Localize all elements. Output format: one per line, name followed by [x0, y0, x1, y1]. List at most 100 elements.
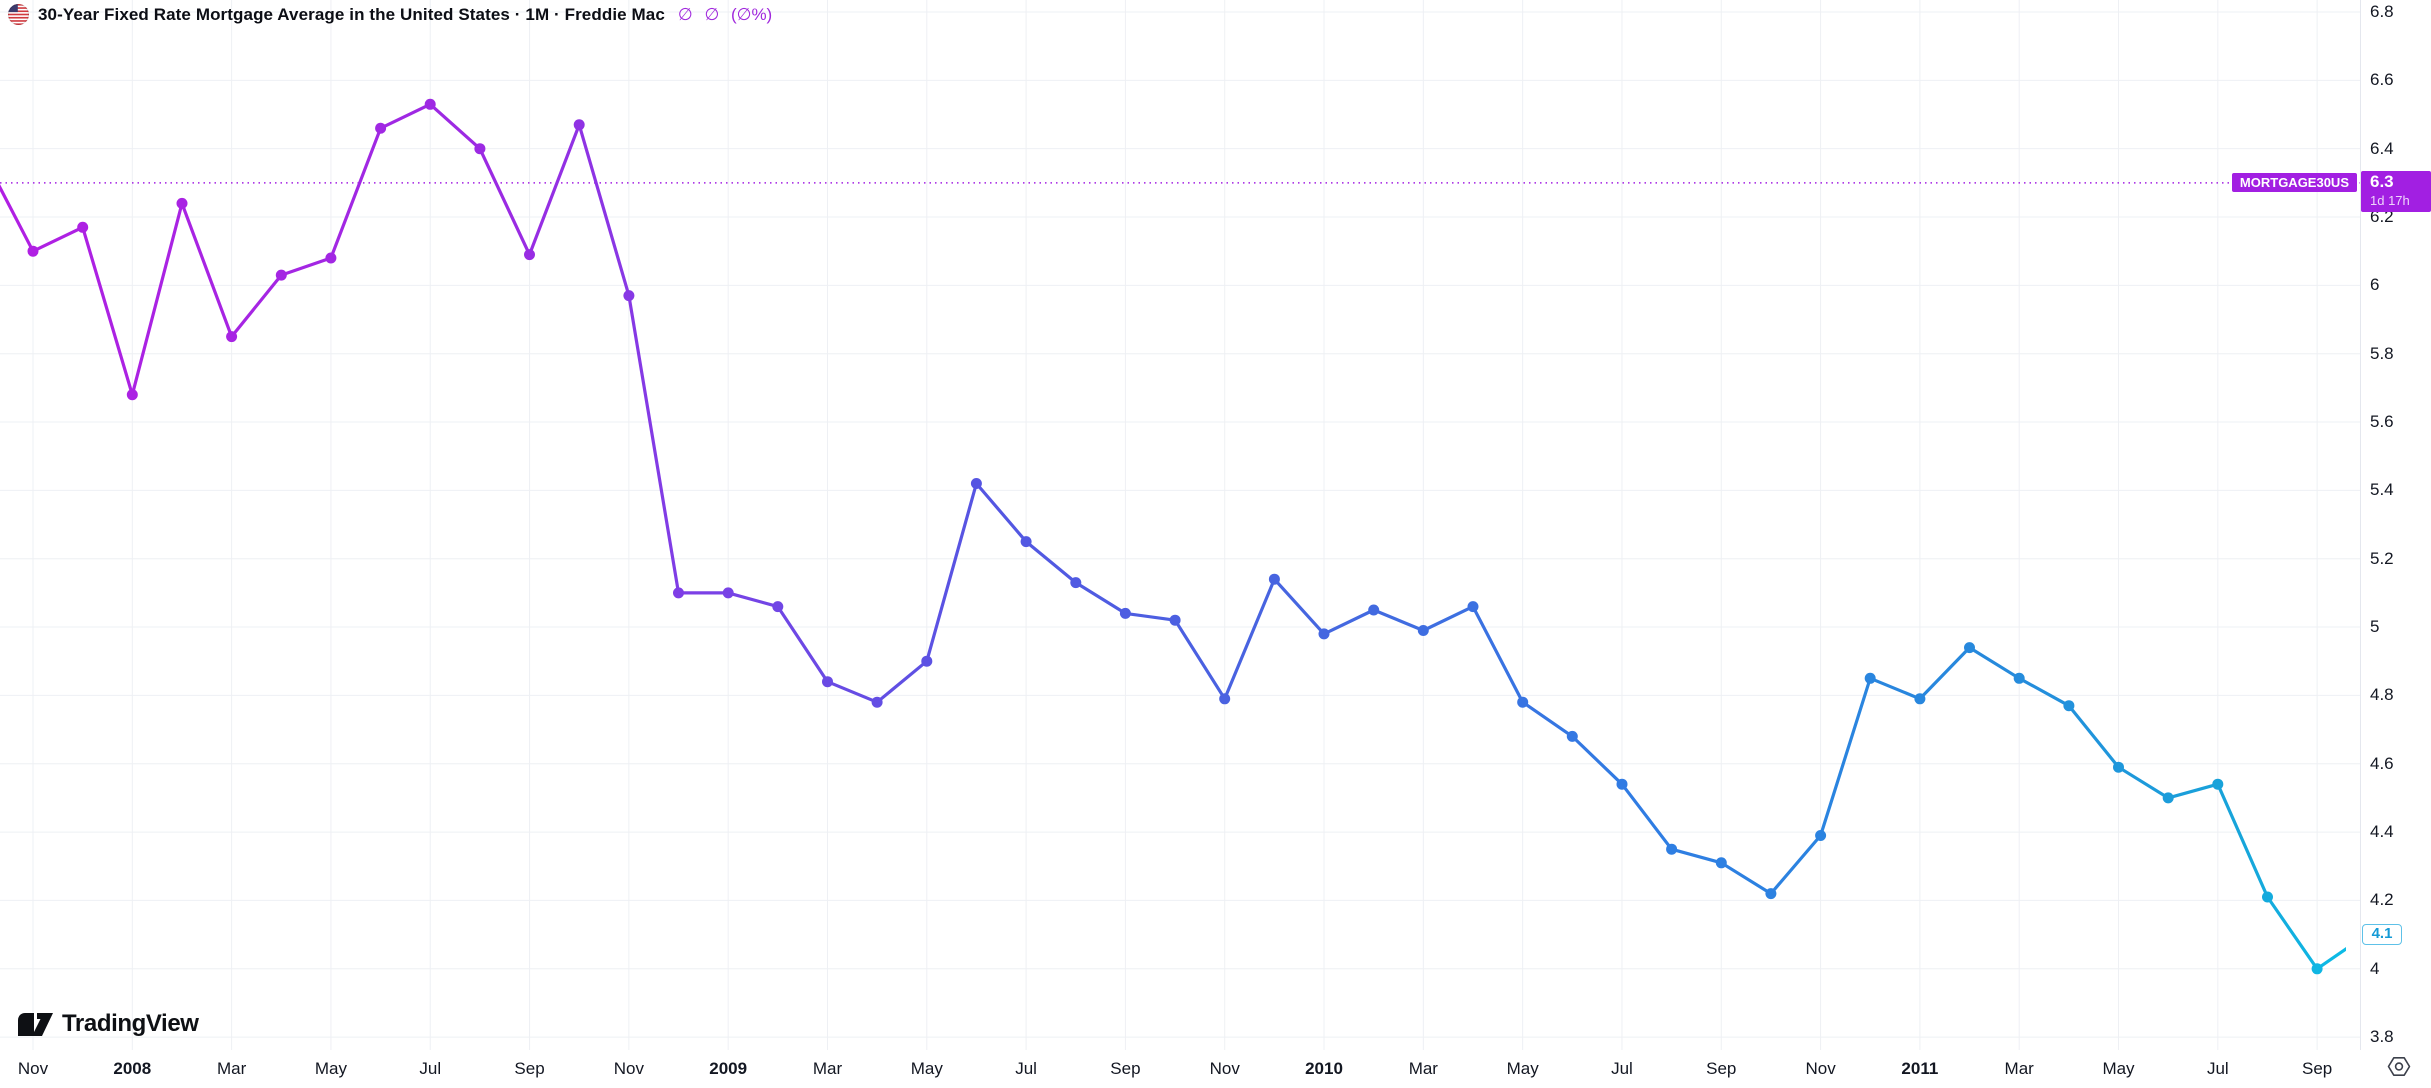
- time-axis-tick: Nov: [1209, 1059, 1240, 1078]
- price-chart: [0, 0, 2360, 1050]
- time-axis-tick: May: [1506, 1059, 1539, 1078]
- time-axis-tick: 2009: [709, 1059, 748, 1078]
- time-axis-tick: Nov: [1805, 1059, 1836, 1078]
- price-axis-tick: 3.8: [2370, 1027, 2394, 1047]
- data-point-dot: [921, 655, 933, 667]
- data-point-dot: [2212, 778, 2224, 790]
- data-point-dot: [424, 98, 436, 110]
- time-axis-tick: Mar: [812, 1059, 843, 1078]
- time-axis-tick: Sep: [1110, 1059, 1141, 1078]
- time-axis-tick: Jul: [1611, 1059, 1633, 1078]
- data-point-dot: [970, 478, 982, 489]
- symbol-title[interactable]: 30-Year Fixed Rate Mortgage Average in t…: [38, 4, 665, 24]
- us-flag-icon: [8, 4, 29, 25]
- data-point-dot: [822, 676, 833, 688]
- chart-legend: 30-Year Fixed Rate Mortgage Average in t…: [8, 4, 772, 25]
- symbol-price-label: MORTGAGE30US: [2231, 173, 2357, 193]
- time-axis-tick: 2010: [1305, 1059, 1343, 1078]
- price-axis-tick: 6.6: [2370, 70, 2394, 90]
- time-axis-tick: Jul: [2206, 1059, 2229, 1078]
- change-values: ∅ ∅ (∅%): [677, 4, 773, 24]
- data-point-dot: [524, 249, 535, 261]
- last-value-label: 4.1: [2362, 923, 2402, 945]
- tradingview-logo-icon: [18, 1012, 53, 1036]
- price-axis-tick: 6.8: [2370, 2, 2394, 21]
- data-point-dot: [1964, 642, 1975, 654]
- time-axis-tick: Mar: [216, 1059, 247, 1078]
- data-point-dot: [226, 331, 238, 343]
- time-axis[interactable]: Nov 2008 Mar May Jul Sep Nov 2009 Mar May Jul Sep No…: [0, 1050, 2360, 1088]
- data-point-dot: [1616, 778, 1628, 790]
- data-point-dot: [325, 252, 337, 264]
- price-axis-tick: 4.6: [2370, 753, 2394, 773]
- data-point-dot: [1765, 888, 1777, 900]
- price-axis-tick: 6: [2370, 275, 2380, 295]
- data-point-dot: [2013, 672, 2025, 684]
- chart-pane[interactable]: [0, 0, 2360, 1050]
- data-point-dot: [673, 587, 684, 599]
- data-point-dot: [1169, 614, 1181, 626]
- data-point-dot: [77, 221, 89, 233]
- time-axis-tick: May: [910, 1059, 943, 1078]
- data-point-dot: [623, 290, 635, 302]
- price-axis-tick: 5.8: [2370, 343, 2394, 363]
- data-point-dot: [275, 269, 287, 281]
- data-point-dot: [2162, 792, 2174, 804]
- data-point-dot: [1864, 672, 1876, 684]
- data-point-dot: [1666, 843, 1678, 855]
- data-point-dot: [871, 696, 883, 708]
- time-axis-tick: Jul: [419, 1059, 442, 1078]
- price-series: [0, 98, 2346, 975]
- data-point-dot: [1020, 536, 1032, 548]
- current-price-value: 6.3: [2370, 171, 2394, 191]
- gridlines: [0, 0, 2360, 1050]
- time-axis-tick: Mar: [1408, 1059, 1438, 1078]
- current-price-badge[interactable]: 6.3 1d 17h: [2361, 170, 2431, 212]
- time-axis-tick: Sep: [514, 1059, 545, 1078]
- data-point-dot: [375, 122, 387, 134]
- data-point-dot: [1268, 573, 1280, 585]
- data-point-dot: [1566, 730, 1578, 742]
- time-axis-tick: 2008: [113, 1059, 152, 1078]
- data-point-dot: [474, 143, 486, 155]
- price-axis-border: [2360, 0, 2361, 1050]
- data-point-dot: [1119, 607, 1131, 619]
- tradingview-logo-text: TradingView: [62, 1010, 199, 1037]
- time-axis-tick: Jul: [1015, 1059, 1037, 1078]
- price-axis[interactable]: 6.8 6.6 6.4 6.2 6 5.8 5.6 5.4 5.2 5 4.8 4.6 4.4 4.2 4 3…: [2360, 0, 2431, 1050]
- price-axis-tick: 5: [2370, 617, 2380, 637]
- data-point-dot: [1517, 696, 1529, 708]
- data-point-dot: [1914, 693, 1926, 705]
- time-axis-tick: May: [2102, 1059, 2135, 1078]
- bar-close-countdown: 1d 17h: [2370, 192, 2410, 208]
- price-axis-tick: 5.4: [2370, 480, 2394, 500]
- time-axis-tick: Sep: [1706, 1059, 1737, 1078]
- data-point-dot: [1467, 601, 1479, 613]
- data-point-dot: [2113, 761, 2124, 773]
- data-point-dot: [1219, 693, 1231, 705]
- data-point-dot: [126, 389, 138, 401]
- data-point-dot: [1070, 577, 1082, 589]
- data-point-dot: [2063, 700, 2075, 712]
- tradingview-logo[interactable]: TradingView: [17, 1010, 199, 1038]
- price-line-path: [0, 102, 2346, 971]
- data-point-dot: [1815, 830, 1827, 841]
- data-point-dot: [1368, 604, 1380, 616]
- price-axis-tick: 5.6: [2370, 412, 2394, 432]
- price-axis-tick: 4.4: [2370, 822, 2394, 842]
- data-point-dot: [2311, 963, 2323, 975]
- data-point-dot: [772, 601, 784, 613]
- data-point-dot: [722, 587, 734, 599]
- price-scale-settings-gear-icon[interactable]: [2387, 1056, 2411, 1077]
- time-axis-tick: Mar: [2004, 1059, 2034, 1078]
- data-point-dot: [573, 119, 585, 131]
- price-axis-tick: 4.2: [2370, 890, 2394, 910]
- data-point-dot: [2262, 891, 2273, 903]
- price-axis-tick: 4: [2370, 958, 2380, 978]
- data-point-dot: [1715, 857, 1727, 869]
- data-point-dot: [1417, 625, 1429, 636]
- time-axis-tick: Sep: [2302, 1059, 2333, 1078]
- time-axis-tick: Nov: [613, 1059, 644, 1078]
- price-axis-tick: 6.4: [2370, 138, 2394, 158]
